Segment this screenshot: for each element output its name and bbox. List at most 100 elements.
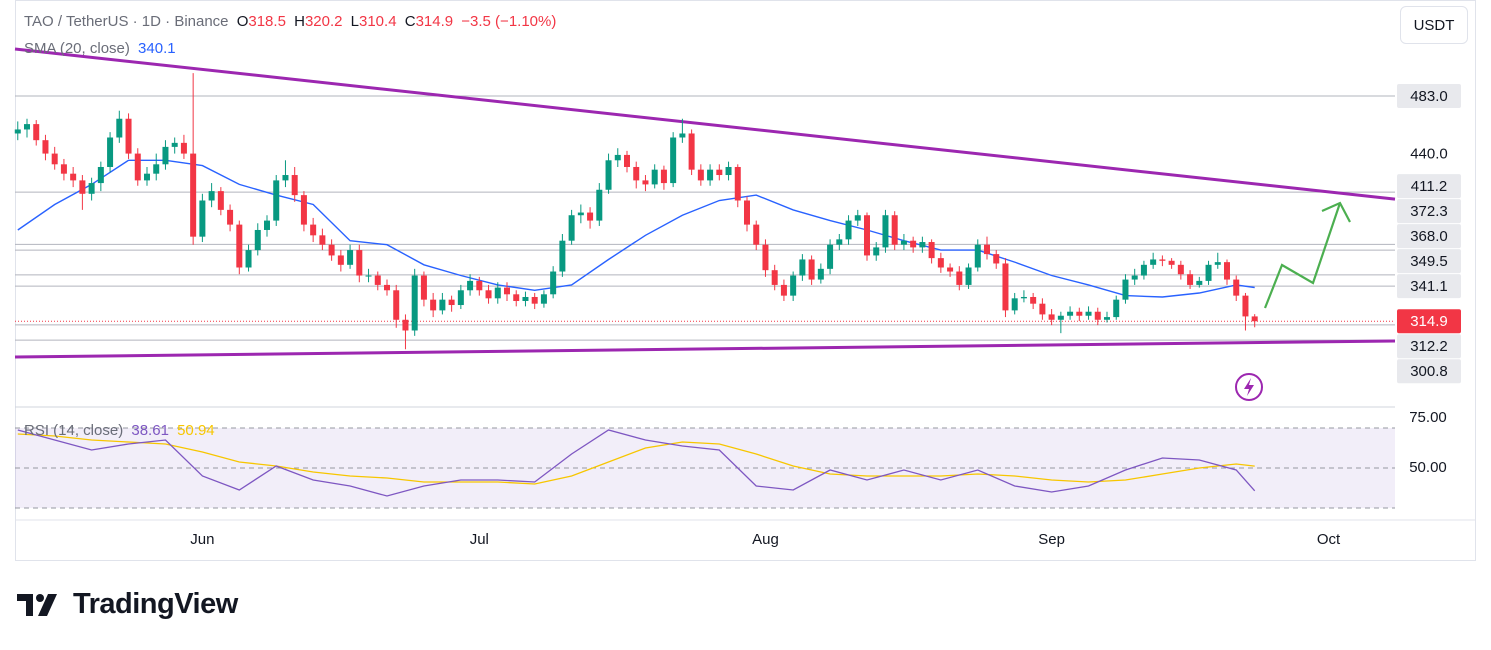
- ohlc-close-label: C: [404, 13, 416, 30]
- candle-body: [817, 268, 824, 280]
- level-badge: [1397, 359, 1461, 384]
- candle-body: [107, 137, 114, 167]
- candle-body: [919, 242, 926, 248]
- candle-body: [217, 191, 224, 210]
- candle-body: [374, 275, 381, 285]
- candle-body: [1085, 311, 1092, 316]
- candle-body: [227, 209, 234, 225]
- sma-value: 340.1: [138, 40, 176, 57]
- candle-body: [1214, 262, 1221, 265]
- candle-body: [808, 259, 815, 280]
- level-badge: [1397, 334, 1461, 359]
- candle-body: [476, 280, 483, 291]
- candle-body: [1122, 279, 1129, 300]
- candle-body: [633, 166, 640, 181]
- forecast-arrow: [1263, 202, 1342, 309]
- candle-body: [799, 259, 806, 276]
- rsi-line: [17, 429, 1256, 497]
- candle-body: [356, 250, 363, 276]
- candle-body: [513, 294, 520, 302]
- candle-body: [827, 244, 834, 269]
- candle-body: [60, 164, 67, 174]
- candle-body: [984, 244, 990, 255]
- candle-body: [199, 200, 206, 237]
- candle-body: [707, 169, 714, 181]
- candle-body: [1094, 311, 1101, 320]
- candle-body: [587, 212, 594, 221]
- ohlc-close: 314.9: [415, 13, 454, 30]
- last-price-label: 314.9: [1410, 313, 1448, 330]
- candle-body: [430, 299, 437, 311]
- candle-body: [937, 258, 944, 268]
- rsi-tick-label: 50.00: [1409, 459, 1447, 476]
- trendline: [14, 339, 1396, 359]
- candle-body: [162, 146, 169, 165]
- sma-legend: SMA (20, close) 340.1: [24, 40, 180, 57]
- candle-body: [1011, 298, 1018, 311]
- rsi-legend: RSI (14, close) 38.61 50.94: [24, 422, 219, 439]
- candle-body: [744, 200, 750, 225]
- candle-body: [208, 191, 215, 201]
- candle-body: [762, 244, 769, 271]
- candle-body: [956, 271, 963, 285]
- rsi-tick-label: 75.00: [1409, 409, 1447, 426]
- candle-body: [384, 284, 390, 291]
- candle-body: [1113, 299, 1120, 318]
- candle-body: [393, 290, 400, 320]
- candle-body: [245, 250, 252, 268]
- candle-body: [900, 240, 907, 245]
- currency-button[interactable]: USDT: [1400, 6, 1468, 44]
- candle-body: [70, 173, 77, 181]
- level-label: 483.0: [1410, 88, 1448, 105]
- candle-body: [411, 275, 418, 331]
- candle-body: [134, 153, 141, 181]
- candle-body: [1196, 280, 1203, 285]
- level-badge: [1397, 83, 1461, 108]
- candle-body: [873, 247, 880, 256]
- brand-logo: TradingView: [17, 588, 238, 621]
- ohlc-low-label: L: [350, 13, 359, 30]
- candle-body: [319, 235, 326, 245]
- rsi-value: 38.61: [131, 422, 169, 439]
- candle-body: [790, 275, 797, 296]
- level-badge: [1397, 224, 1461, 249]
- candle-body: [780, 284, 787, 296]
- rsi-ma-value: 50.94: [177, 422, 215, 439]
- candle-body: [1057, 315, 1064, 320]
- candle-body: [254, 229, 261, 251]
- candle-body: [79, 180, 86, 194]
- candle-body: [624, 154, 630, 167]
- level-label: 349.5: [1410, 253, 1448, 270]
- level-label: 341.1: [1410, 278, 1448, 295]
- candle-body: [1067, 311, 1074, 316]
- candle-body: [33, 124, 40, 141]
- candle-body: [559, 240, 566, 272]
- x-tick-label: Jul: [470, 531, 489, 548]
- forecast-arrowhead: [1321, 201, 1351, 223]
- candle-body: [882, 215, 889, 248]
- level-label: 368.0: [1410, 228, 1448, 245]
- brand-name: TradingView: [73, 588, 238, 620]
- symbol-header: TAO / TetherUS · 1D · Binance O318.5 H32…: [24, 13, 560, 30]
- level-badge: [1397, 274, 1461, 299]
- candle-body: [485, 290, 492, 299]
- candle-body: [282, 175, 289, 181]
- candle-body: [614, 154, 621, 161]
- candle-body: [1131, 275, 1138, 280]
- trendlines: [14, 47, 1396, 359]
- alert-bolt: [1244, 378, 1254, 396]
- candle-body: [1233, 279, 1240, 296]
- candle-body: [153, 164, 160, 174]
- candle-body: [190, 153, 197, 237]
- candle-body: [1159, 259, 1166, 261]
- rsi-pane: 75.00 50.00: [15, 409, 1447, 509]
- level-label: 312.2: [1410, 338, 1448, 355]
- candle-body: [24, 124, 30, 130]
- candle-body: [734, 166, 741, 201]
- candle-body: [771, 270, 778, 285]
- candle-body: [365, 275, 372, 277]
- level-label: 300.8: [1410, 363, 1448, 380]
- candle-body: [605, 160, 612, 190]
